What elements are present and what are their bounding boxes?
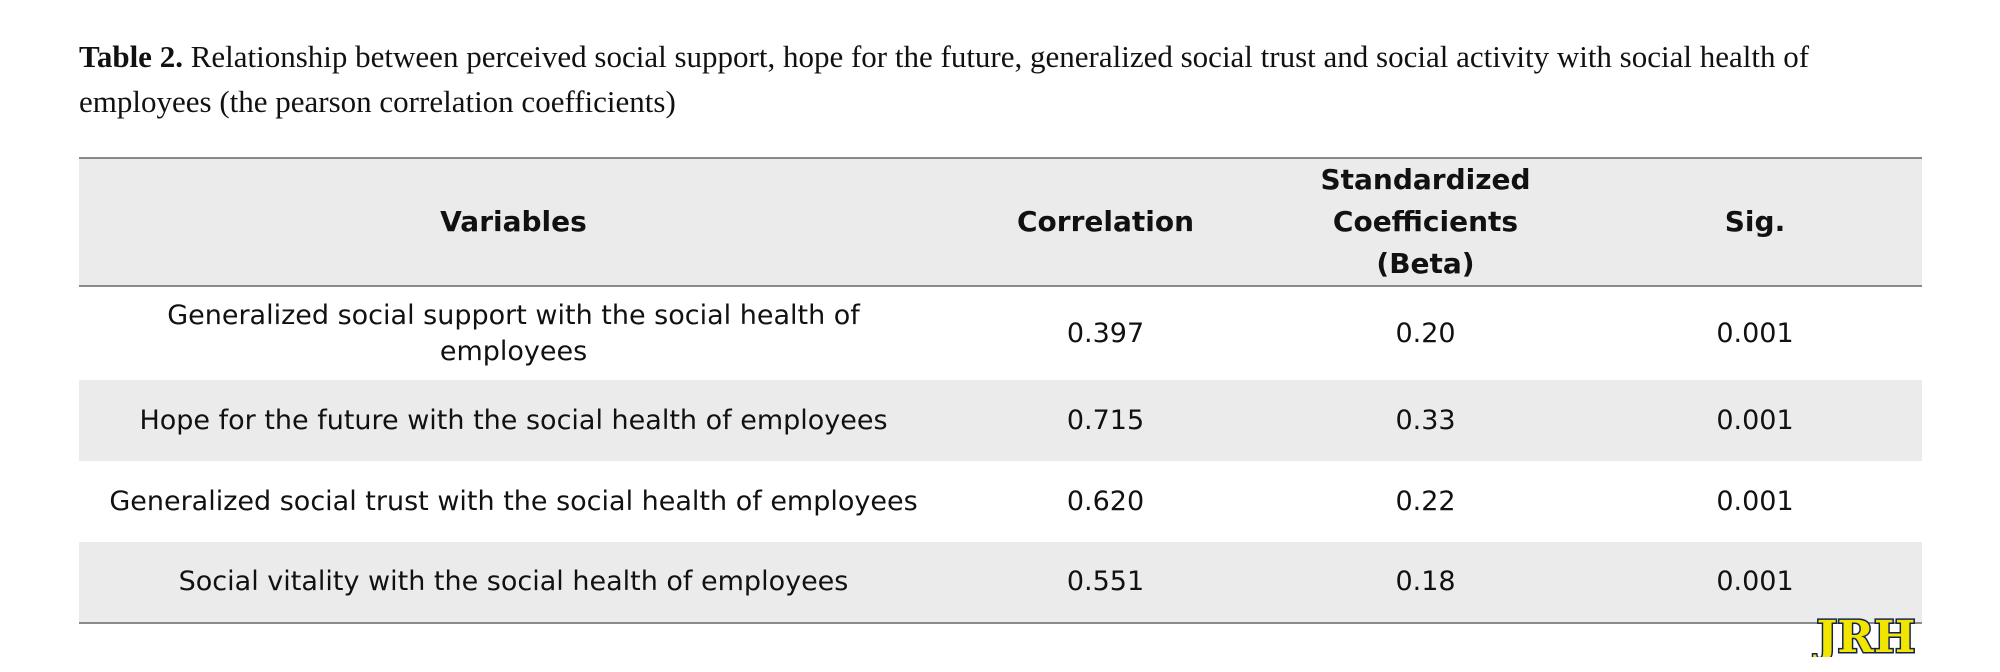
cell-variable: Hope for the future with the social heal… xyxy=(139,404,888,436)
jrh-logo: JRH xyxy=(1811,613,1917,657)
correlation-table: Variables Correlation Standardized Coeff… xyxy=(79,157,1922,624)
correlation-table-container: Variables Correlation Standardized Coeff… xyxy=(79,157,1922,624)
cell-beta: 0.20 xyxy=(1395,317,1456,349)
table-header-row: Variables Correlation Standardized Coeff… xyxy=(79,158,1922,286)
cell-correlation: 0.397 xyxy=(1066,317,1145,349)
cell-sig: 0.001 xyxy=(1716,317,1794,349)
table-row: Generalized social trust with the social… xyxy=(79,461,1922,542)
table-row: Generalized social support with the soci… xyxy=(79,286,1922,380)
table-row: Hope for the future with the social heal… xyxy=(79,380,1922,461)
table-caption: Table 2. Relationship between perceived … xyxy=(79,34,1922,124)
table-caption-label: Table 2. xyxy=(79,39,183,74)
header-sig: Sig. xyxy=(1724,205,1786,238)
header-beta-line1: Standardized Coefficients xyxy=(1320,163,1531,238)
cell-sig: 0.001 xyxy=(1716,485,1794,517)
header-beta: Standardized Coefficients (Beta) xyxy=(1263,158,1588,286)
cell-variable-text: Generalized social support with the soci… xyxy=(167,299,860,367)
table-body: Generalized social support with the soci… xyxy=(79,286,1922,623)
cell-beta: 0.33 xyxy=(1395,404,1456,436)
header-beta-line2: (Beta) xyxy=(1376,247,1475,280)
header-correlation: Correlation xyxy=(1016,205,1195,238)
cell-correlation: 0.551 xyxy=(1066,566,1145,597)
table-caption-text: Relationship between perceived social su… xyxy=(79,39,1810,119)
header-variables: Variables xyxy=(440,205,587,238)
cell-variable: Generalized social trust with the social… xyxy=(109,485,918,517)
cell-correlation: 0.715 xyxy=(1066,404,1145,436)
cell-variable: Social vitality with the social health o… xyxy=(178,566,849,597)
table-header: Variables Correlation Standardized Coeff… xyxy=(79,158,1922,286)
jrh-logo-text: JRH xyxy=(1813,613,1916,657)
cell-sig: 0.001 xyxy=(1716,404,1794,436)
cell-beta: 0.18 xyxy=(1395,566,1456,597)
cell-correlation: 0.620 xyxy=(1066,485,1145,517)
table-row: Social vitality with the social health o… xyxy=(79,542,1922,623)
cell-variable: Generalized social support with the soci… xyxy=(79,286,948,380)
cell-sig: 0.001 xyxy=(1716,566,1794,597)
cell-beta: 0.22 xyxy=(1395,485,1456,517)
